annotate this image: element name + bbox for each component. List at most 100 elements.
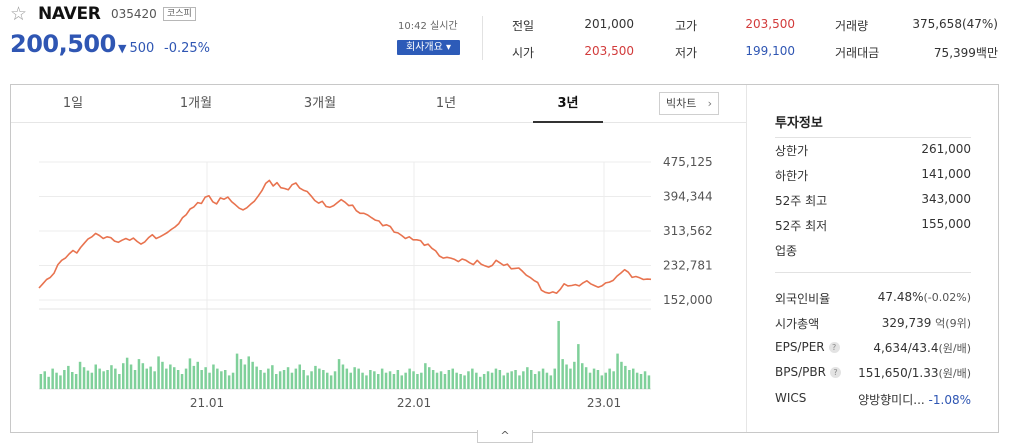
x-tick-label: 23.01 bbox=[587, 396, 621, 410]
bps-pbr-value: 151,650/1.33(원/배) bbox=[858, 365, 971, 381]
favorite-star-icon[interactable]: ☆ bbox=[10, 3, 28, 25]
active-tab-indicator bbox=[533, 121, 603, 123]
high-label: 고가 bbox=[675, 19, 698, 33]
tab-1year[interactable]: 1년 bbox=[435, 96, 457, 111]
sector-row: 업종 bbox=[775, 242, 971, 258]
y-tick-label: 152,000 bbox=[663, 293, 713, 307]
open-value: 203,500 bbox=[584, 44, 634, 58]
volume-bar bbox=[133, 370, 137, 389]
tab-1month[interactable]: 1개월 bbox=[179, 96, 213, 111]
volume-bar bbox=[271, 365, 274, 389]
collapse-toggle[interactable]: ^ bbox=[477, 430, 533, 443]
wics-sector[interactable]: 양방향미디... bbox=[858, 393, 925, 407]
volume-bar bbox=[157, 356, 160, 389]
volume-bar bbox=[216, 368, 219, 389]
volume-bar bbox=[479, 376, 482, 389]
volume-bar bbox=[314, 365, 317, 389]
stock-name[interactable]: NAVER bbox=[38, 4, 101, 24]
volume-bar bbox=[102, 371, 105, 389]
eps-per-label: EPS/PER? bbox=[775, 340, 840, 354]
invest-info-panel: 투자정보 상한가 261,000 하한가 141,000 52주 최고 343,… bbox=[747, 85, 998, 432]
volume-bar bbox=[326, 372, 329, 389]
volume-bar bbox=[169, 364, 172, 389]
volume-bar bbox=[290, 372, 294, 389]
volume-bar bbox=[349, 372, 352, 389]
help-icon[interactable]: ? bbox=[828, 342, 840, 353]
volume-bar bbox=[463, 375, 466, 389]
volume-bar bbox=[114, 368, 117, 389]
volume-bar bbox=[78, 361, 82, 389]
volume-bar bbox=[624, 365, 627, 389]
volume-bar bbox=[451, 368, 454, 389]
volume-bar bbox=[506, 372, 509, 389]
volume-bar bbox=[447, 370, 451, 389]
market-cap-unit: 억(9위) bbox=[935, 317, 971, 330]
volume-bar bbox=[71, 372, 74, 389]
volume-bar bbox=[541, 368, 545, 389]
help-icon[interactable]: ? bbox=[829, 367, 841, 378]
foreign-ratio-row: 외국인비율 47.48%(-0.02%) bbox=[775, 290, 971, 306]
volume-bar bbox=[188, 358, 192, 389]
volume-bar bbox=[373, 371, 376, 389]
week52-low-row: 52주 최저 155,000 bbox=[775, 217, 971, 233]
big-chart-button[interactable]: 빅차트 › bbox=[659, 92, 719, 115]
volume-bar bbox=[475, 372, 478, 389]
market-badge: 코스피 bbox=[163, 7, 196, 21]
volume-bar bbox=[518, 375, 521, 389]
volume-bar bbox=[592, 368, 596, 389]
volume-bar bbox=[231, 372, 235, 389]
market-cap-value: 329,739 억(9위) bbox=[882, 315, 971, 331]
volume-bar bbox=[396, 370, 400, 389]
volume-bar bbox=[486, 371, 490, 389]
volume-bar bbox=[643, 371, 647, 389]
lower-limit-row: 하한가 141,000 bbox=[775, 167, 971, 183]
volume-bar bbox=[184, 368, 188, 389]
volume-bar bbox=[565, 364, 568, 389]
volume-bar bbox=[588, 372, 592, 389]
volume-bar bbox=[408, 368, 411, 389]
volume-bar bbox=[137, 359, 141, 389]
volume-bar bbox=[122, 363, 125, 389]
volume-bar bbox=[294, 368, 298, 389]
price-chart[interactable]: 475,125 394,344 313,562 232,781 152,000 21.01… bbox=[11, 123, 746, 432]
tab-1day[interactable]: 1일 bbox=[62, 96, 84, 111]
volume-bar bbox=[561, 359, 564, 389]
foreign-ratio-pct: 47.48% bbox=[877, 290, 924, 304]
volume-bar bbox=[161, 361, 164, 389]
divider bbox=[482, 16, 483, 60]
volume-bar bbox=[243, 364, 247, 389]
volume-bar bbox=[439, 371, 443, 389]
volume-bar bbox=[569, 368, 572, 389]
volume-bar bbox=[59, 375, 62, 389]
volume-bar bbox=[537, 371, 541, 389]
tab-3month[interactable]: 3개월 bbox=[303, 96, 337, 111]
eps-per-row: EPS/PER? 4,634/43.4(원/배) bbox=[775, 340, 971, 356]
volume-bar bbox=[455, 372, 458, 389]
stock-code: 035420 bbox=[111, 7, 157, 21]
volume-bar bbox=[208, 372, 211, 389]
upper-limit-label: 상한가 bbox=[775, 144, 809, 158]
volume-bar bbox=[333, 371, 337, 389]
week52-high-row: 52주 최고 343,000 bbox=[775, 192, 971, 208]
volume-bar bbox=[63, 370, 66, 389]
volume-bar bbox=[577, 344, 580, 389]
company-overview-button[interactable]: 회사개요 ▾ bbox=[397, 40, 460, 55]
volume-bar bbox=[526, 367, 529, 389]
amount-label: 거래대금 bbox=[835, 46, 880, 60]
tab-3year[interactable]: 3년 bbox=[557, 96, 579, 111]
volume-bar bbox=[510, 371, 513, 389]
volume-bar bbox=[620, 361, 623, 389]
volume-bar bbox=[384, 372, 388, 389]
eps-per-value: 4,634/43.4(원/배) bbox=[873, 340, 971, 356]
volume-bar bbox=[428, 367, 431, 389]
week52-low-value: 155,000 bbox=[921, 217, 971, 231]
volume-bar bbox=[278, 371, 282, 389]
volume-bar bbox=[337, 359, 341, 389]
volume-bar bbox=[377, 374, 380, 389]
prev-close-label: 전일 bbox=[512, 19, 535, 33]
volume-bar bbox=[235, 353, 239, 389]
volume-bar bbox=[490, 372, 494, 389]
volume-bar bbox=[514, 370, 517, 389]
wics-value: 양방향미디... -1.08% bbox=[858, 391, 971, 408]
volume-bar bbox=[153, 371, 156, 389]
